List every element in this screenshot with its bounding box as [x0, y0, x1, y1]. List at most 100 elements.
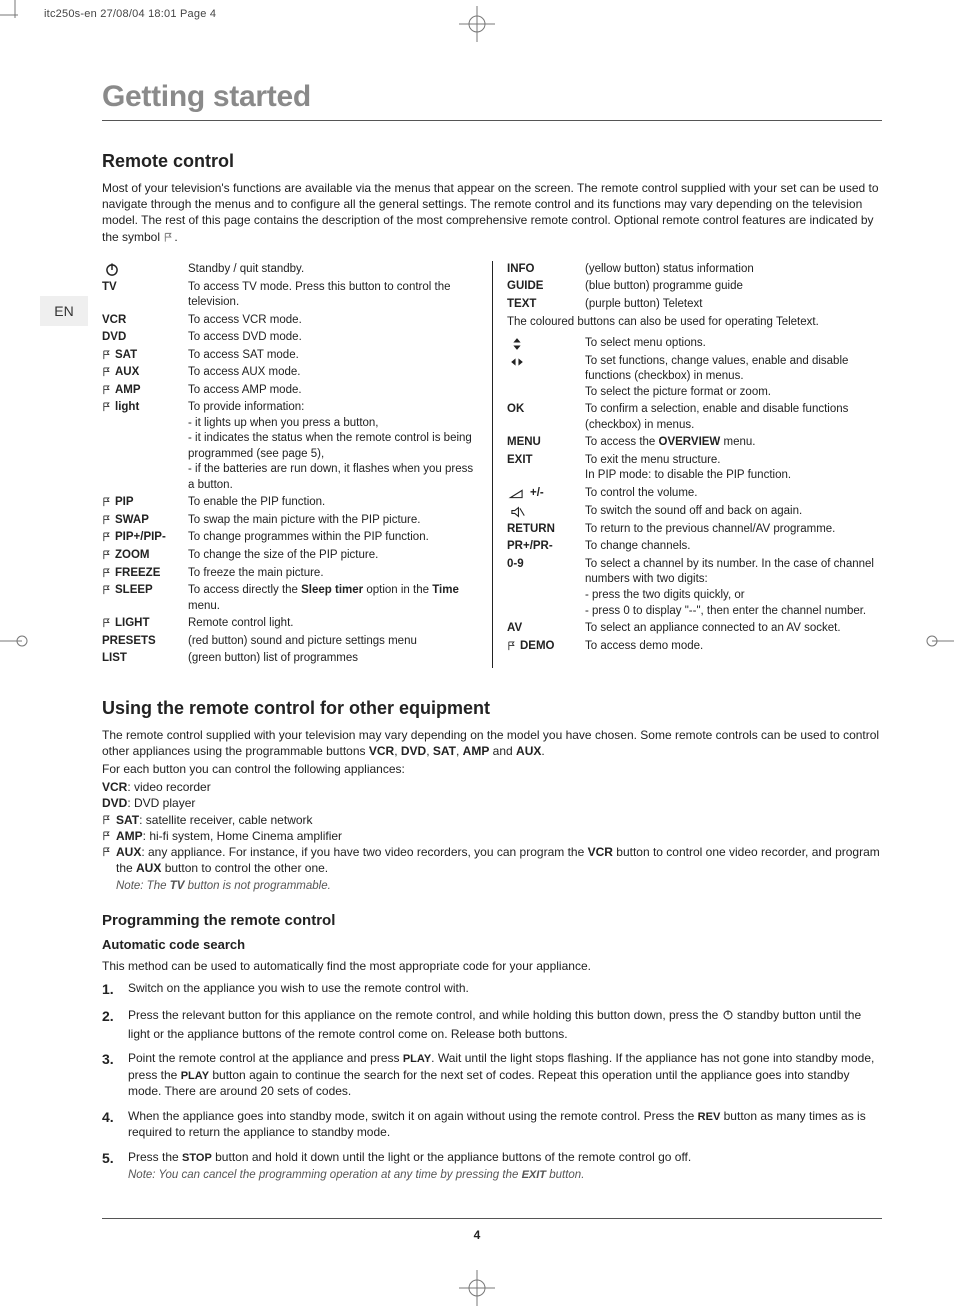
using-section: Using the remote control for other equip… [102, 698, 882, 893]
optional-feature-icon [507, 640, 517, 655]
definition-key: INFO [507, 262, 577, 278]
definition-value: To change channels. [585, 539, 882, 555]
definition-value: To access the OVERVIEW menu. [585, 435, 882, 451]
optional-feature-icon [102, 830, 112, 845]
definition-row: INFO(yellow button) status information [507, 261, 882, 279]
definition-value: To confirm a selection, enable and disab… [585, 402, 882, 433]
definition-value: To exit the menu structure.In PIP mode: … [585, 453, 882, 484]
page-title: Getting started [102, 80, 882, 121]
definition-key [507, 336, 577, 352]
programming-step: Press the STOP button and hold it down u… [102, 1149, 882, 1183]
auto-search-lead: This method can be used to automatically… [102, 958, 882, 974]
optional-feature-icon [102, 349, 112, 364]
definition-key: SLEEP [102, 583, 180, 614]
definition-row: ZOOMTo change the size of the PIP pictur… [102, 547, 478, 565]
using-line: DVD: DVD player [102, 795, 882, 811]
programming-step: Point the remote control at the applianc… [102, 1050, 882, 1100]
definitions-right-column: INFO(yellow button) status informationGU… [492, 261, 882, 668]
definition-key: TV [102, 280, 180, 311]
definition-row: lightTo provide information:- it lights … [102, 399, 478, 494]
content-area: Getting started Remote control Most of y… [102, 80, 882, 1191]
definition-value: Remote control light. [188, 616, 478, 632]
definition-key: ZOOM [102, 548, 180, 564]
definition-row: RETURNTo return to the previous channel/… [507, 521, 882, 539]
definition-value: To set functions, change values, enable … [585, 354, 882, 401]
definition-value: To select a channel by its number. In th… [585, 557, 882, 619]
optional-feature-icon [102, 617, 112, 632]
definition-value: To select an appliance connected to an A… [585, 621, 882, 637]
page-rule [102, 1218, 882, 1219]
definition-key: DEMO [507, 639, 577, 655]
definition-row: TEXT(purple button) Teletext [507, 296, 882, 314]
definition-value: To control the volume. [585, 486, 882, 502]
definition-key: SAT [102, 348, 180, 364]
programming-step: When the appliance goes into standby mod… [102, 1108, 882, 1141]
optional-feature-icon [102, 496, 112, 511]
definition-value: To access SAT mode. [188, 348, 478, 364]
definition-row: DEMOTo access demo mode. [507, 638, 882, 656]
definition-value: To freeze the main picture. [188, 566, 478, 582]
page: itc250s-en 27/08/04 18:01 Page 4 EN Gett… [0, 0, 954, 1314]
definition-key: PIP [102, 495, 180, 511]
definition-row: +/-To control the volume. [507, 485, 882, 503]
definition-key: PIP+/PIP- [102, 530, 180, 546]
registration-mark-bottom [459, 1270, 495, 1306]
definition-key: TEXT [507, 297, 577, 313]
remote-intro-text: Most of your television's functions are … [102, 181, 879, 244]
definitions-two-column: Standby / quit standby.TVTo access TV mo… [102, 261, 882, 668]
definition-row: PR+/PR-To change channels. [507, 538, 882, 556]
definition-row: 0-9To select a channel by its number. In… [507, 556, 882, 620]
using-line: VCR: video recorder [102, 779, 882, 795]
definition-value: To access directly the Sleep timer optio… [188, 583, 478, 614]
programming-heading: Programming the remote control [102, 912, 882, 929]
optional-feature-icon [102, 814, 112, 829]
definition-value: (red button) sound and picture settings … [188, 634, 478, 650]
definition-value: To swap the main picture with the PIP pi… [188, 513, 478, 529]
using-p2: For each button you can control the foll… [102, 761, 882, 777]
definition-row: SWAPTo swap the main picture with the PI… [102, 512, 478, 530]
power-icon [102, 262, 122, 278]
definition-row: DVDTo access DVD mode. [102, 329, 478, 347]
definition-row: PIP+/PIP- To change programmes within the… [102, 529, 478, 547]
definition-row: PIP To enable the PIP function. [102, 494, 478, 512]
definition-row: GUIDE (blue button) programme guide [507, 278, 882, 296]
remote-heading: Remote control [102, 151, 882, 172]
definition-row: EXIT To exit the menu structure.In PIP mo… [507, 452, 882, 485]
definition-value: To return to the previous channel/AV pro… [585, 522, 882, 538]
definition-row: To select menu options. [507, 335, 882, 353]
definition-key: 0-9 [507, 557, 577, 619]
definition-key: GUIDE [507, 279, 577, 295]
definition-key: OK [507, 402, 577, 433]
definition-key [507, 504, 577, 520]
definitions-left-column: Standby / quit standby.TVTo access TV mo… [102, 261, 492, 668]
definition-key: PRESETS [102, 634, 180, 650]
leftright-icon [507, 354, 527, 370]
programming-step: Press the relevant button for this appli… [102, 1007, 882, 1041]
definition-value: To provide information:- it lights up wh… [188, 400, 478, 493]
definition-value: To select menu options. [585, 336, 882, 352]
optional-feature-icon [102, 384, 112, 399]
programming-step: Switch on the appliance you wish to use … [102, 980, 882, 999]
language-tab: EN [40, 296, 88, 326]
definition-key: AMP [102, 383, 180, 399]
definition-row: LIGHTRemote control light. [102, 615, 478, 633]
remote-intro: Most of your television's functions are … [102, 180, 882, 247]
optional-feature-icon [102, 549, 112, 564]
optional-feature-icon [102, 401, 112, 416]
definition-key: FREEZE [102, 566, 180, 582]
definition-value: (blue button) programme guide [585, 279, 882, 295]
fold-arrow-right [926, 630, 954, 657]
definition-key: EXIT [507, 453, 577, 484]
vol-icon [507, 486, 527, 502]
definition-value: To change programmes within the PIP func… [188, 530, 478, 546]
definition-key: LIST [102, 651, 180, 667]
definition-row: To set functions, change values, enable … [507, 353, 882, 402]
definition-note: The coloured buttons can also be used fo… [507, 313, 882, 335]
definition-row: SLEEP To access directly the Sleep timer … [102, 582, 478, 615]
programming-steps: Switch on the appliance you wish to use … [102, 980, 882, 1183]
using-p1: The remote control supplied with your te… [102, 727, 882, 759]
page-number: 4 [474, 1228, 481, 1242]
definition-value: (green button) list of programmes [188, 651, 478, 667]
definition-value: To enable the PIP function. [188, 495, 478, 511]
optional-feature-icon [102, 366, 112, 381]
